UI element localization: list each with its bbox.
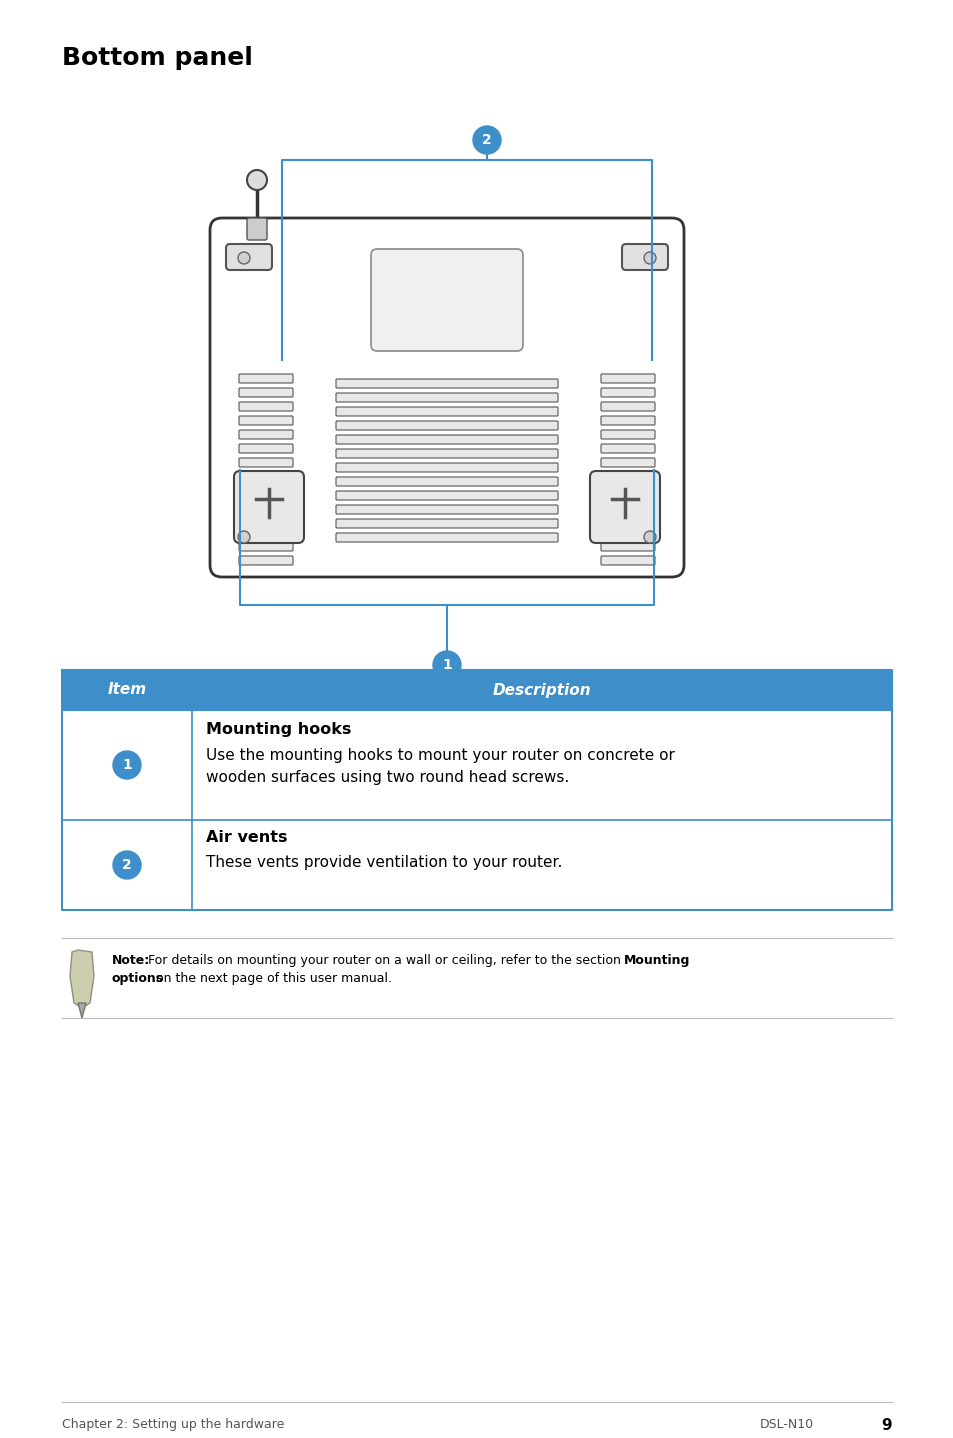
FancyBboxPatch shape	[335, 449, 558, 457]
Circle shape	[237, 531, 250, 544]
Circle shape	[643, 252, 656, 265]
Circle shape	[112, 851, 141, 879]
Text: Chapter 2: Setting up the hardware: Chapter 2: Setting up the hardware	[62, 1418, 284, 1431]
FancyBboxPatch shape	[239, 416, 293, 426]
Text: Mounting hooks: Mounting hooks	[206, 722, 351, 738]
Text: wooden surfaces using two round head screws.: wooden surfaces using two round head scr…	[206, 769, 569, 785]
FancyBboxPatch shape	[239, 388, 293, 397]
FancyBboxPatch shape	[335, 505, 558, 513]
Text: on the next page of this user manual.: on the next page of this user manual.	[156, 972, 392, 985]
Text: 1: 1	[441, 659, 452, 672]
FancyBboxPatch shape	[239, 403, 293, 411]
FancyBboxPatch shape	[239, 430, 293, 439]
FancyBboxPatch shape	[335, 490, 558, 500]
FancyBboxPatch shape	[600, 388, 655, 397]
FancyBboxPatch shape	[589, 472, 659, 544]
FancyBboxPatch shape	[239, 457, 293, 467]
FancyBboxPatch shape	[600, 416, 655, 426]
FancyBboxPatch shape	[335, 407, 558, 416]
FancyBboxPatch shape	[239, 513, 293, 523]
FancyBboxPatch shape	[600, 528, 655, 536]
FancyBboxPatch shape	[600, 513, 655, 523]
FancyBboxPatch shape	[239, 542, 293, 551]
Text: These vents provide ventilation to your router.: These vents provide ventilation to your …	[206, 856, 561, 870]
FancyBboxPatch shape	[371, 249, 522, 351]
FancyBboxPatch shape	[335, 533, 558, 542]
FancyBboxPatch shape	[335, 477, 558, 486]
FancyBboxPatch shape	[239, 557, 293, 565]
Text: Use the mounting hooks to mount your router on concrete or: Use the mounting hooks to mount your rou…	[206, 748, 674, 764]
Text: options: options	[112, 972, 164, 985]
FancyBboxPatch shape	[335, 436, 558, 444]
FancyBboxPatch shape	[239, 472, 293, 480]
FancyBboxPatch shape	[600, 557, 655, 565]
Text: Description: Description	[492, 683, 591, 697]
Text: Bottom panel: Bottom panel	[62, 46, 253, 70]
FancyBboxPatch shape	[233, 472, 304, 544]
FancyBboxPatch shape	[335, 380, 558, 388]
Text: Mounting: Mounting	[623, 953, 690, 966]
FancyBboxPatch shape	[335, 519, 558, 528]
FancyBboxPatch shape	[600, 444, 655, 453]
FancyBboxPatch shape	[600, 472, 655, 480]
FancyBboxPatch shape	[600, 403, 655, 411]
Text: For details on mounting your router on a wall or ceiling, refer to the section: For details on mounting your router on a…	[148, 953, 624, 966]
FancyBboxPatch shape	[335, 421, 558, 430]
FancyBboxPatch shape	[600, 500, 655, 509]
FancyBboxPatch shape	[600, 486, 655, 495]
FancyBboxPatch shape	[600, 457, 655, 467]
FancyBboxPatch shape	[600, 374, 655, 383]
Text: 1: 1	[122, 758, 132, 772]
FancyBboxPatch shape	[621, 244, 667, 270]
FancyBboxPatch shape	[226, 244, 272, 270]
FancyBboxPatch shape	[239, 374, 293, 383]
FancyBboxPatch shape	[239, 528, 293, 536]
Circle shape	[473, 127, 500, 154]
FancyBboxPatch shape	[247, 219, 267, 240]
Text: DSL-N10: DSL-N10	[760, 1418, 813, 1431]
Text: Note:: Note:	[112, 953, 150, 966]
FancyBboxPatch shape	[239, 486, 293, 495]
Circle shape	[247, 170, 267, 190]
Text: 9: 9	[881, 1418, 891, 1434]
Text: 2: 2	[481, 132, 492, 147]
FancyBboxPatch shape	[600, 430, 655, 439]
Bar	[62, 670, 891, 710]
Polygon shape	[70, 951, 94, 1008]
Circle shape	[112, 751, 141, 779]
FancyBboxPatch shape	[600, 542, 655, 551]
Text: Item: Item	[108, 683, 147, 697]
Text: 2: 2	[122, 858, 132, 871]
Circle shape	[433, 651, 460, 679]
Polygon shape	[78, 1002, 86, 1018]
FancyBboxPatch shape	[335, 393, 558, 403]
Text: Air vents: Air vents	[206, 830, 287, 846]
FancyBboxPatch shape	[239, 444, 293, 453]
FancyBboxPatch shape	[335, 463, 558, 472]
FancyBboxPatch shape	[239, 500, 293, 509]
Circle shape	[237, 252, 250, 265]
Circle shape	[643, 531, 656, 544]
FancyBboxPatch shape	[210, 219, 683, 577]
